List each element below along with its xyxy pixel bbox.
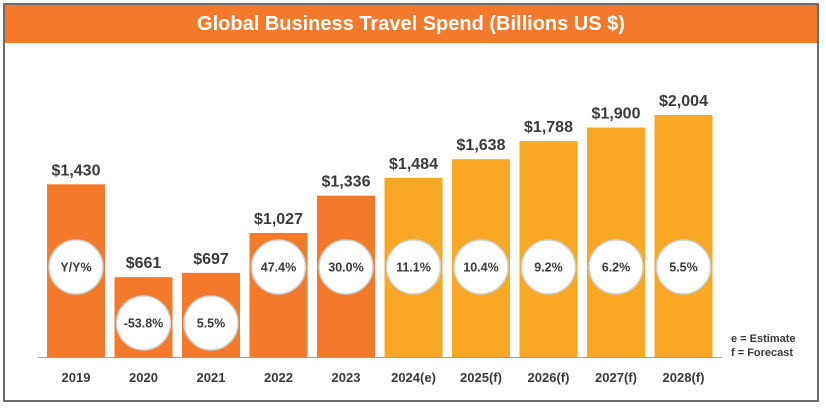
x-tick-label-2019: 2019 <box>62 370 91 385</box>
growth-label-2026(f): 9.2% <box>534 261 563 275</box>
growth-circle-2027(f) <box>588 239 644 295</box>
growth-circle-2026(f) <box>520 239 577 295</box>
legend-estimate: e = Estimate <box>731 333 796 345</box>
x-tick-label-2026(f): 2026(f) <box>528 370 570 385</box>
x-tick-label-2027(f): 2027(f) <box>595 370 637 385</box>
growth-label-2020: -53.8% <box>124 317 164 331</box>
value-label-2020: $661 <box>126 255 162 272</box>
x-tick-label-2028(f): 2028(f) <box>663 370 705 385</box>
growth-circle-2023 <box>318 239 374 295</box>
growth-label-2023: 30.0% <box>328 261 363 275</box>
value-label-2026(f): $1,788 <box>524 119 573 136</box>
growth-circle-2020 <box>115 295 172 351</box>
value-label-2025(f): $1,638 <box>457 137 506 154</box>
value-label-2028(f): $2,004 <box>659 93 708 110</box>
x-tick-label-2020: 2020 <box>129 370 158 385</box>
value-label-2019: $1,430 <box>52 162 101 179</box>
growth-circle-2021 <box>183 295 239 351</box>
legend-forecast: f = Forecast <box>731 347 794 359</box>
value-label-2024(e): $1,484 <box>389 156 438 173</box>
value-label-2027(f): $1,900 <box>592 106 641 123</box>
growth-label-2022: 47.4% <box>261 261 296 275</box>
x-tick-label-2024(e): 2024(e) <box>391 370 436 385</box>
growth-circle-2024(e) <box>385 239 442 295</box>
growth-circle-2019 <box>48 239 104 295</box>
growth-circle-2028(f) <box>655 239 712 295</box>
growth-label-2021: 5.5% <box>197 317 226 331</box>
x-tick-label-2022: 2022 <box>264 370 293 385</box>
growth-label-2019: Y/Y% <box>60 261 91 275</box>
growth-label-2025(f): 10.4% <box>463 261 498 275</box>
growth-label-2024(e): 11.1% <box>396 261 431 275</box>
value-label-2023: $1,336 <box>322 174 371 191</box>
growth-circle-2022 <box>250 239 307 295</box>
chart-title: Global Business Travel Spend (Billions U… <box>197 12 625 35</box>
x-tick-label-2025(f): 2025(f) <box>460 370 502 385</box>
legend: e = Estimate f = Forecast <box>731 332 796 360</box>
growth-label-2028(f): 5.5% <box>669 261 698 275</box>
x-tick-label-2021: 2021 <box>197 370 226 385</box>
value-label-2022: $1,027 <box>254 211 303 228</box>
title-bar: Global Business Travel Spend (Billions U… <box>5 5 817 43</box>
x-tick-label-2023: 2023 <box>332 370 361 385</box>
growth-circle-2025(f) <box>453 239 509 295</box>
growth-label-2027(f): 6.2% <box>602 261 631 275</box>
bar-2028(f) <box>654 115 713 357</box>
value-label-2021: $697 <box>193 251 229 268</box>
